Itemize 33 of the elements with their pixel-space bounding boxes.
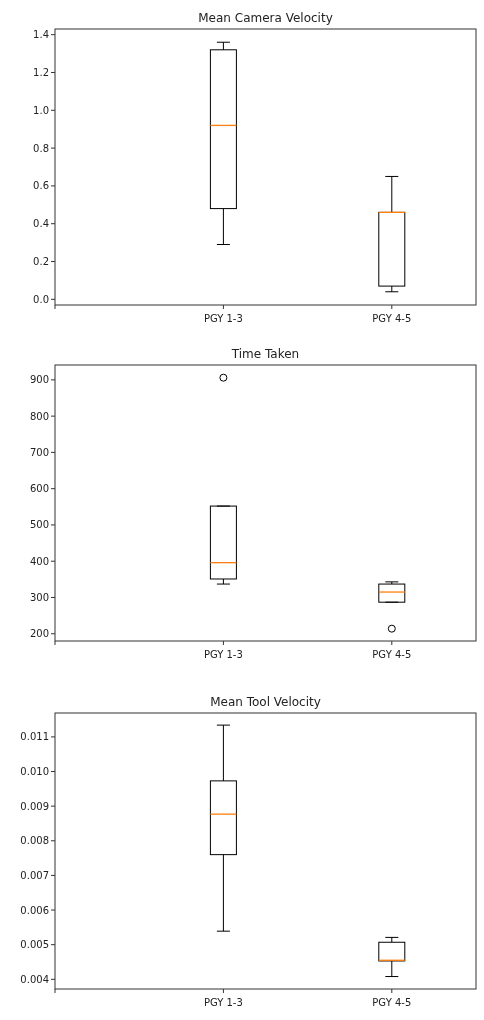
y-tick-label: 500 (29, 519, 49, 531)
x-tick-label: PGY 1-3 (203, 313, 243, 324)
y-tick-label: 0.007 (20, 869, 49, 881)
y-tick-label: 0.006 (20, 904, 49, 916)
y-tick-label: 200 (29, 628, 49, 640)
chart-title: Mean Camera Velocity (198, 11, 333, 25)
x-tick-label: PGY 4-5 (372, 649, 412, 660)
y-tick-label: 0.008 (20, 835, 49, 847)
x-tick-label: PGY 4-5 (372, 997, 412, 1008)
y-tick-label: 0.005 (20, 939, 49, 951)
x-tick-label: PGY 4-5 (372, 313, 412, 324)
y-tick-label: 900 (29, 374, 49, 386)
y-tick-label: 600 (29, 483, 49, 495)
y-tick-label: 0.2 (33, 256, 49, 268)
y-tick-label: 700 (29, 446, 49, 458)
y-tick-label: 0.009 (20, 800, 49, 812)
y-tick-label: 0.0 (33, 293, 49, 305)
y-tick-label: 0.6 (33, 180, 49, 192)
y-tick-label: 1.0 (33, 104, 49, 116)
y-tick-label: 0.004 (20, 973, 49, 985)
chart-title: Time Taken (230, 347, 300, 361)
y-tick-label: 0.4 (33, 218, 49, 230)
y-tick-label: 800 (29, 410, 49, 422)
x-tick-label: PGY 1-3 (203, 649, 243, 660)
x-tick-label: PGY 1-3 (203, 997, 243, 1008)
y-tick-label: 0.010 (20, 766, 49, 778)
y-tick-label: 400 (29, 555, 49, 567)
y-tick-label: 0.8 (33, 142, 49, 154)
y-tick-label: 1.2 (33, 66, 49, 78)
chart-title: Mean Tool Velocity (210, 695, 321, 709)
y-tick-label: 0.011 (20, 731, 49, 743)
y-tick-label: 1.4 (33, 29, 49, 41)
y-tick-label: 300 (29, 591, 49, 603)
